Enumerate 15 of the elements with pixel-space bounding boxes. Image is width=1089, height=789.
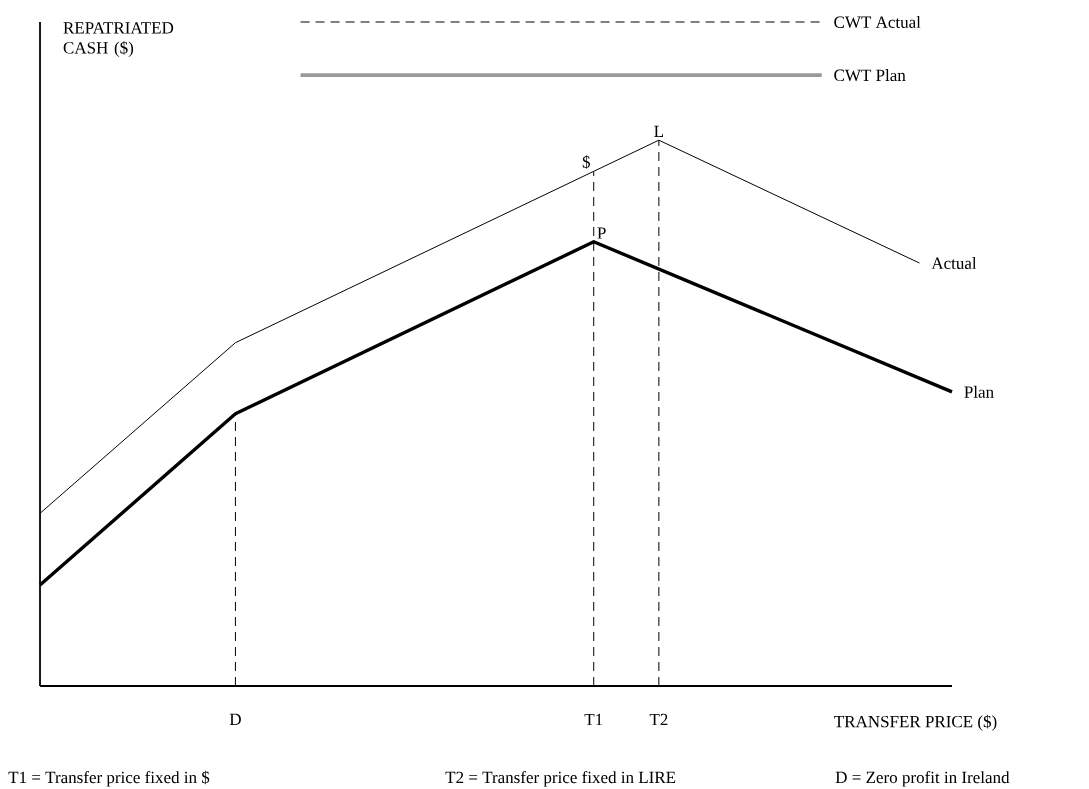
annotation: P xyxy=(597,227,606,239)
x-axis-title: TRANSFER PRICE ($) xyxy=(834,714,997,731)
text: D = Zero profit in Ireland xyxy=(835,771,1010,787)
series-label: CWT Plan xyxy=(834,69,906,82)
annotation: $ xyxy=(582,155,590,169)
x-tick-label: D xyxy=(229,713,241,726)
text: T1 = Transfer price fixed in $ xyxy=(8,770,210,787)
text: T2 = Transfer price fixed in LIRE xyxy=(445,771,676,787)
annotation: L xyxy=(654,125,664,137)
y-axis-title: REPATRIATED CASH ($) xyxy=(63,22,174,58)
x-tick-label: T1 xyxy=(584,713,603,726)
series-label: Plan xyxy=(964,385,994,398)
series-label: CWT Actual xyxy=(834,15,921,29)
series-label: Actual xyxy=(931,257,977,270)
x-tick-label: T2 xyxy=(649,713,668,726)
